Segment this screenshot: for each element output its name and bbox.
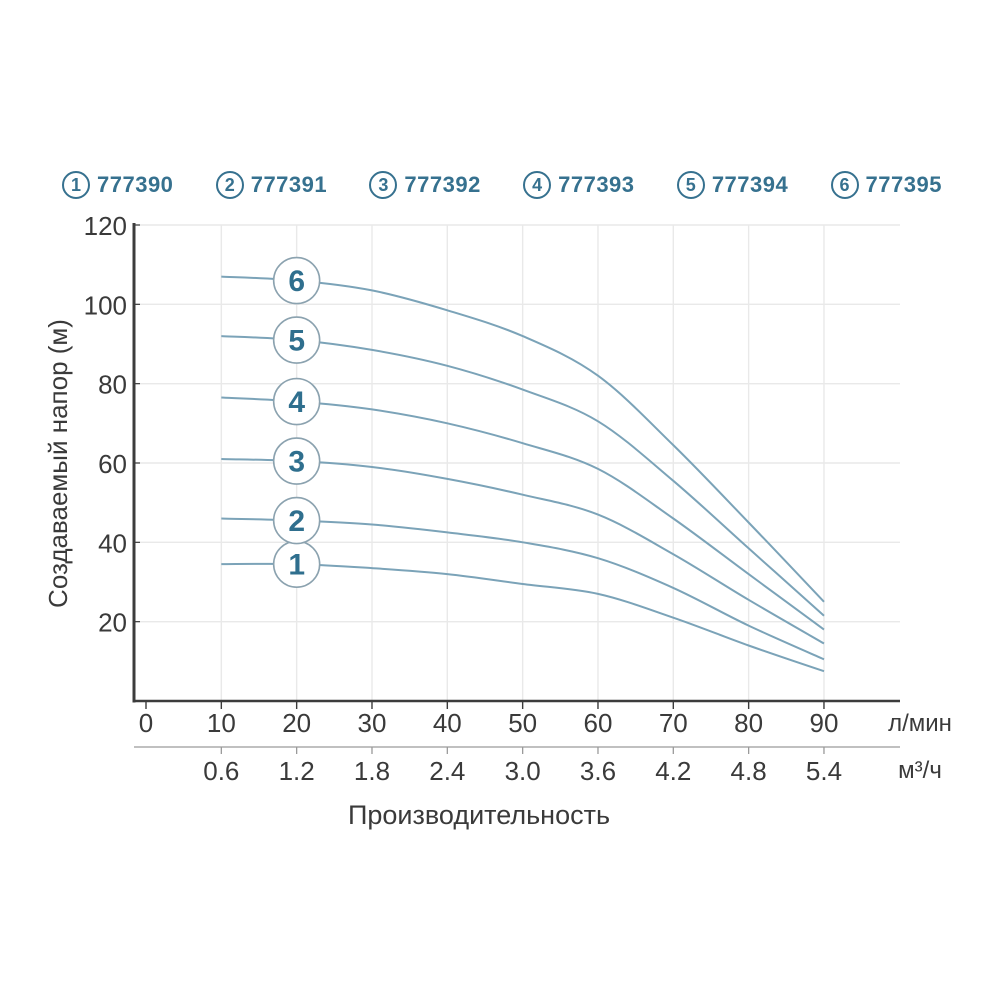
secondary-x-tick-label: 2.4 — [429, 756, 465, 786]
x-tick-label: 60 — [584, 708, 613, 738]
pump-curve-777393 — [221, 396, 825, 631]
legend-number-badge: 4 — [523, 171, 552, 199]
y-tick-label: 20 — [98, 608, 127, 638]
legend-item: 2 777391 — [215, 171, 328, 199]
legend-item: 4 777393 — [523, 171, 634, 199]
y-tick-label: 60 — [98, 449, 127, 479]
pump-curve-777392 — [221, 458, 825, 645]
x-tick-label: 0 — [139, 708, 153, 738]
curve-marker-number-4: 4 — [288, 386, 305, 419]
curve-marker-circle-2 — [272, 496, 321, 545]
legend-number-badge: 1 — [62, 171, 90, 199]
y-tick-label: 40 — [98, 528, 127, 558]
curve-marker-circle-5 — [272, 316, 321, 364]
x-tick-label: 30 — [358, 708, 387, 738]
curve-marker-circle-3 — [272, 437, 321, 485]
curve-marker-number-1: 1 — [288, 549, 305, 582]
x-tick-label: 20 — [282, 708, 311, 738]
x-tick-label: 40 — [433, 708, 462, 738]
x-tick-label: 50 — [508, 708, 537, 738]
y-tick-label: 120 — [84, 211, 127, 241]
secondary-x-tick-label: 3.0 — [505, 756, 541, 786]
axes — [132, 223, 900, 754]
curve-marker-number-3: 3 — [288, 446, 305, 479]
x-axis-title: Производительность — [347, 800, 611, 830]
y-axis-title: Создаваемый напор (м) — [42, 318, 73, 608]
secondary-x-tick-label: 1.2 — [279, 756, 315, 786]
secondary-x-tick-label: 4.2 — [655, 756, 691, 786]
curve-marker-circle-6 — [272, 256, 321, 305]
legend-item: 5 777394 — [676, 171, 789, 199]
legend-item-code: 777390 — [97, 172, 174, 197]
curve-number-markers: 1 2 3 4 5 6 — [272, 256, 321, 588]
legend-item: 3 777392 — [369, 171, 480, 199]
curve-marker-circle-4 — [272, 377, 321, 426]
pump-curve-777394 — [221, 335, 825, 617]
x-tick-label: 80 — [734, 708, 763, 738]
legend-item-code: 777394 — [711, 172, 789, 197]
pump-curve-777395 — [221, 275, 825, 603]
legend-number-badge: 2 — [215, 171, 244, 199]
legend: 1 777390 2 777391 3 777392 4 777393 5 77… — [62, 168, 942, 202]
y-axis-title-wrap: Создаваемый напор (м) — [38, 225, 78, 701]
y-tick-label: 100 — [84, 290, 127, 320]
secondary-x-tick-label: 1.8 — [354, 756, 390, 786]
pump-curve-777391 — [221, 517, 825, 661]
legend-item: 6 777395 — [830, 171, 942, 199]
legend-number-badge: 3 — [369, 171, 398, 199]
gridlines — [134, 224, 900, 701]
secondary-x-tick-label: 3.6 — [580, 756, 616, 786]
x-tick-label: 10 — [207, 708, 236, 738]
curve-marker-number-2: 2 — [288, 505, 305, 538]
secondary-x-tick-label: 5.4 — [806, 756, 842, 786]
curve-marker-number-6: 6 — [288, 265, 305, 298]
secondary-x-tick-label: 4.8 — [731, 756, 767, 786]
legend-item-code: 777393 — [558, 172, 635, 197]
legend-item-code: 777391 — [250, 172, 328, 197]
x-axis-unit-l-per-min: л/мин — [888, 710, 952, 737]
legend-item-code: 777392 — [404, 172, 481, 197]
legend-item: 1 777390 — [62, 171, 173, 199]
tick-labels: 0 10 20 30 40 50 60 70 80 90 20 40 60 80 100 120 0.6 1.2 1… — [84, 211, 842, 786]
secondary-x-tick-label: 0.6 — [203, 756, 239, 786]
legend-number-badge: 6 — [830, 171, 859, 199]
legend-number-badge: 5 — [676, 171, 705, 199]
legend-item-code: 777395 — [865, 172, 942, 197]
curve-marker-number-5: 5 — [288, 325, 305, 358]
x-axis-unit-m3-per-h: м³/ч — [898, 757, 942, 784]
y-tick-label: 80 — [98, 370, 127, 400]
x-tick-label: 70 — [659, 708, 688, 738]
x-tick-label: 90 — [810, 708, 839, 738]
